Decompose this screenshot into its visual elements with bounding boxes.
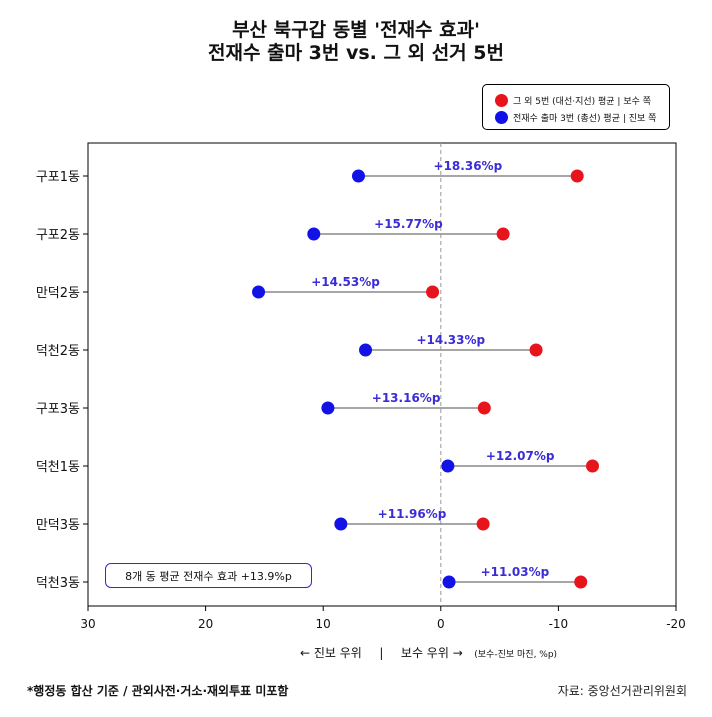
legend-item-jeon3: 전재수 출마 3번 (총선) 평균 | 진보 쪽: [495, 109, 656, 125]
legend-marker-red: [495, 93, 508, 107]
average-effect-annotation: 8개 동 평균 전재수 효과 +13.9%p: [105, 563, 312, 588]
x-axis-label-left: ← 진보 우위: [300, 646, 362, 660]
point-jeon3: [252, 285, 266, 299]
footnote: *행정동 합산 기준 / 관외사전·거소·재외투표 미포함: [27, 684, 289, 698]
point-jeon3: [359, 343, 373, 357]
diff-label: +14.33%p: [416, 333, 485, 347]
diff-label: +18.36%p: [434, 159, 503, 173]
y-tick-label: 만덕3동: [36, 518, 80, 533]
y-tick-label: 구포3동: [36, 402, 80, 417]
diff-label: +15.77%p: [374, 217, 443, 231]
point-other5: [529, 343, 543, 357]
x-tick-label: 0: [437, 617, 445, 631]
x-axis-label-right: 보수 우위 →: [400, 646, 463, 660]
point-jeon3: [351, 169, 365, 183]
legend: 그 외 5번 (대선·지선) 평균 | 보수 쪽 전재수 출마 3번 (총선) …: [482, 84, 670, 130]
point-other5: [496, 227, 510, 241]
legend-label-jeon3: 전재수 출마 3번 (총선) 평균 | 진보 쪽: [513, 113, 657, 124]
x-tick-label: -20: [666, 617, 686, 631]
y-tick-label: 만덕2동: [36, 286, 80, 301]
y-tick-label: 구포1동: [36, 170, 80, 185]
y-tick-label: 덕천1동: [36, 460, 80, 475]
point-jeon3: [441, 459, 455, 473]
x-axis-unit: (보수-진보 마진, %p): [474, 650, 558, 660]
x-axis-label-sep: |: [379, 646, 384, 660]
legend-label-other5: 그 외 5번 (대선·지선) 평균 | 보수 쪽: [513, 96, 652, 107]
chart-subtitle: 전재수 출마 3번 vs. 그 외 선거 5번: [208, 42, 504, 64]
point-other5: [426, 285, 440, 299]
point-jeon3: [307, 227, 321, 241]
y-tick-label: 구포2동: [36, 228, 80, 243]
x-tick-label: 30: [80, 617, 95, 631]
chart-title: 부산 북구갑 동별 '전재수 효과': [232, 19, 480, 41]
legend-marker-blue: [495, 110, 508, 124]
point-other5: [570, 169, 584, 183]
x-tick-label: 20: [198, 617, 213, 631]
x-tick-label: 10: [316, 617, 331, 631]
y-tick-label: 덕천2동: [36, 344, 80, 359]
diff-label: +11.96%p: [378, 507, 447, 521]
diff-label: +13.16%p: [372, 391, 441, 405]
diff-label: +12.07%p: [486, 449, 555, 463]
x-tick-label: -10: [549, 617, 569, 631]
diff-label: +14.53%p: [311, 275, 380, 289]
point-jeon3: [334, 517, 348, 531]
x-axis-label: ← 진보 우위 | 보수 우위 → (보수-진보 마진, %p): [300, 644, 557, 661]
diff-label: +11.03%p: [481, 565, 550, 579]
plot-frame: [87, 142, 677, 607]
point-other5: [586, 459, 600, 473]
source-note: 자료: 중앙선거관리위원회: [557, 684, 687, 698]
point-other5: [477, 401, 491, 415]
point-other5: [574, 575, 588, 589]
point-jeon3: [442, 575, 456, 589]
point-other5: [476, 517, 490, 531]
legend-item-other5: 그 외 5번 (대선·지선) 평균 | 보수 쪽: [495, 92, 651, 108]
point-jeon3: [321, 401, 335, 415]
y-tick-label: 덕천3동: [36, 576, 80, 591]
